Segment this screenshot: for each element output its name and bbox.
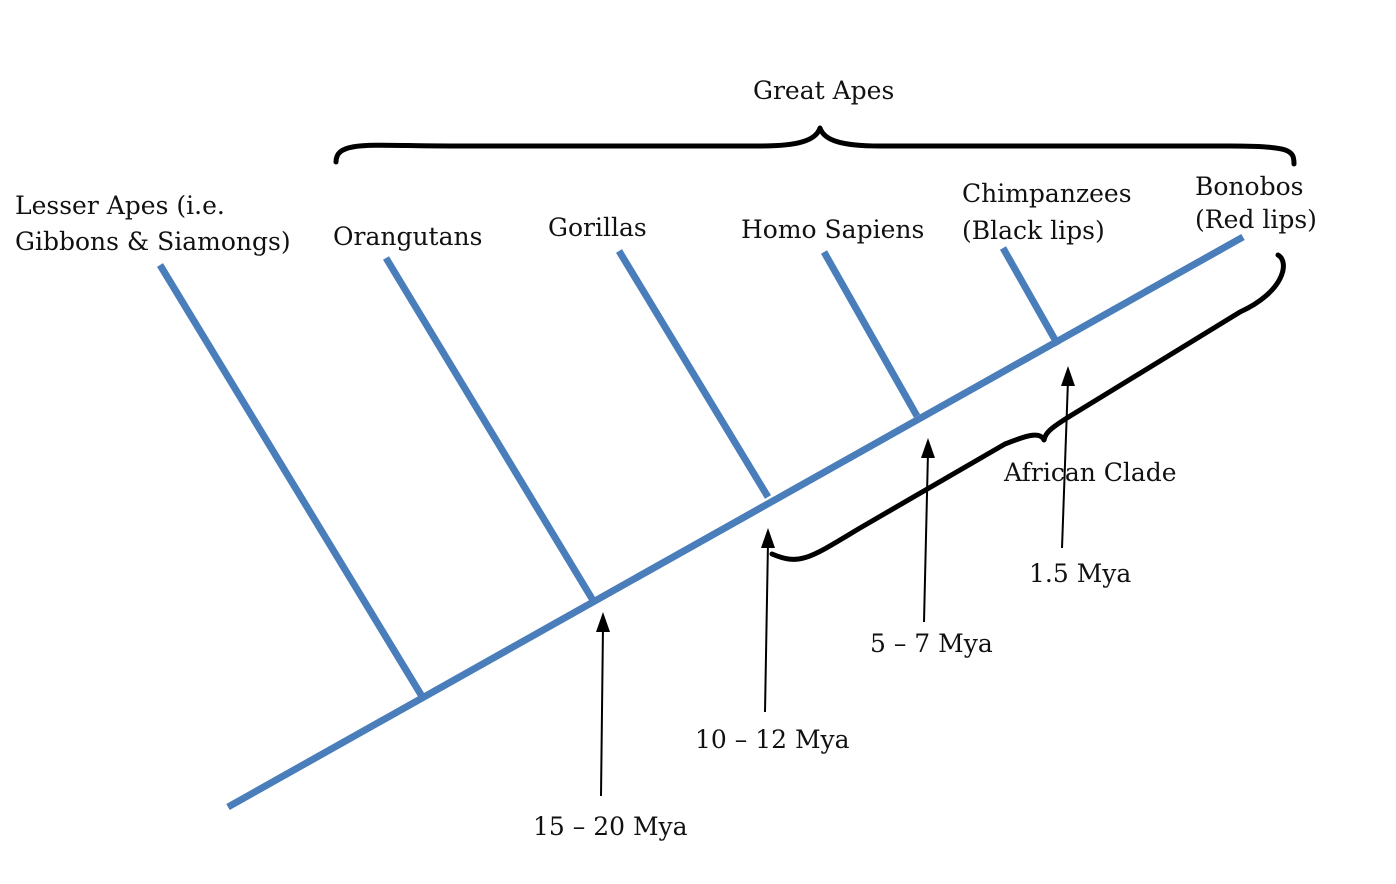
chimpanzees-label-line1: Chimpanzees (962, 179, 1132, 208)
main-trunk (226, 233, 1245, 811)
homo-sapiens-label: Homo Sapiens (741, 215, 924, 244)
branch-orangutans (383, 256, 597, 604)
orangutans-label: Orangutans (333, 222, 482, 251)
branch-homo-sapiens (820, 250, 921, 418)
arrow-10-12-mya (761, 528, 775, 713)
lesser-apes-label-line2: Gibbons & Siamongs) (15, 227, 291, 256)
african-clade-label: African Clade (1003, 458, 1177, 487)
great-apes-label: Great Apes (753, 76, 894, 105)
branch-gorillas (616, 249, 771, 499)
arrow-15-20-mya (596, 612, 610, 797)
branch-chimpanzees (999, 246, 1062, 347)
gorillas-label: Gorillas (548, 213, 647, 242)
lesser-apes-label-line1: Lesser Apes (i.e. (15, 191, 225, 220)
arrow-1-5-mya (1061, 366, 1075, 549)
bonobos-label-line1: Bonobos (1195, 172, 1303, 201)
time-label-15-20-mya: 15 – 20 Mya (533, 812, 688, 841)
chimpanzees-label-line2: (Black lips) (962, 216, 1105, 245)
great-apes-brace (333, 125, 1297, 167)
bonobos-label-line2: (Red lips) (1195, 205, 1317, 234)
time-label-10-12-mya: 10 – 12 Mya (695, 725, 850, 754)
branch-lesser-apes (157, 263, 426, 700)
time-label-1-5-mya: 1.5 Mya (1029, 559, 1131, 588)
african-clade-brace (769, 252, 1286, 562)
time-label-5-7-mya: 5 – 7 Mya (870, 629, 993, 658)
arrow-5-7-mya (921, 438, 935, 623)
